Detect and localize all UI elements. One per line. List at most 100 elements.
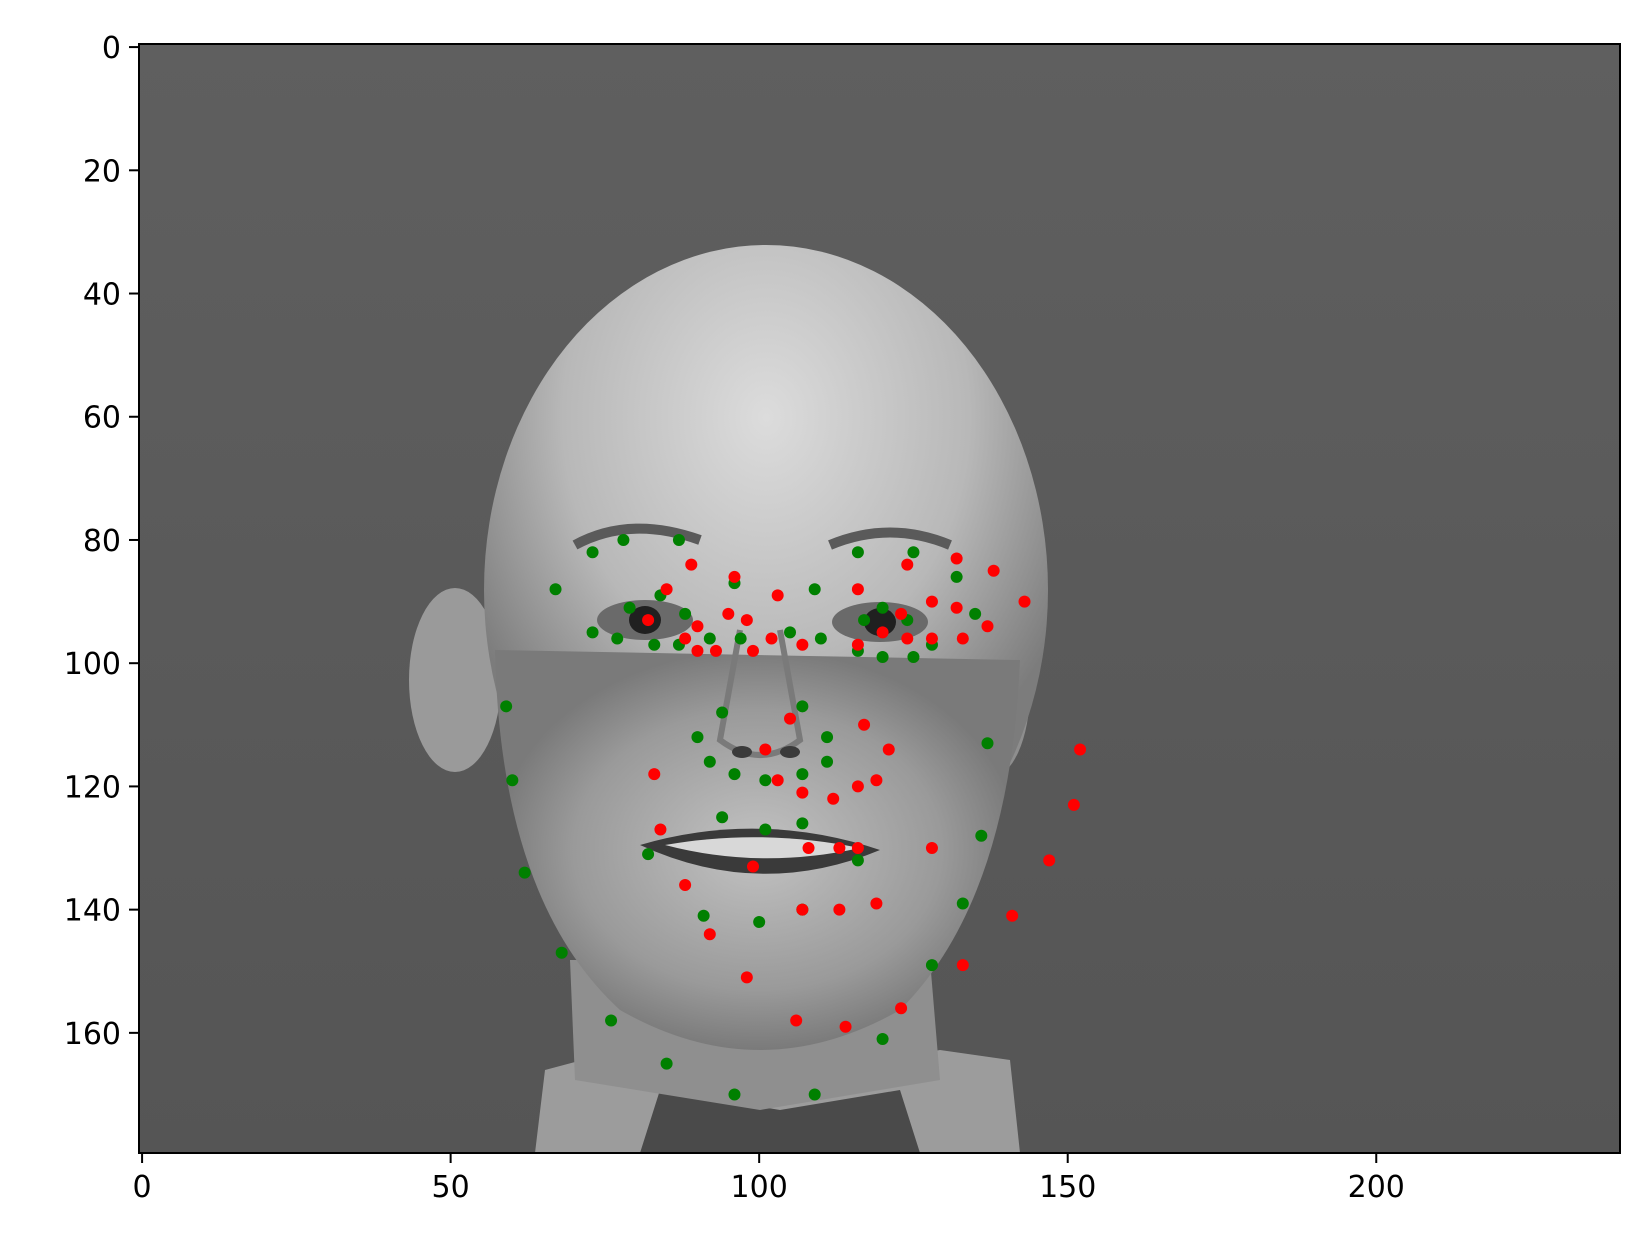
point-series1-15 bbox=[901, 558, 914, 571]
point-series0-6 bbox=[679, 607, 692, 620]
point-series1-54 bbox=[1043, 854, 1056, 867]
point-series0-39 bbox=[975, 829, 988, 842]
point-series1-42 bbox=[746, 860, 759, 873]
point-series0-44 bbox=[703, 755, 716, 768]
x-tick-label: 100 bbox=[731, 1170, 788, 1205]
point-series1-16 bbox=[950, 552, 963, 565]
point-series1-1 bbox=[685, 558, 698, 571]
point-series0-14 bbox=[784, 626, 797, 639]
point-series1-3 bbox=[642, 614, 655, 627]
point-series0-25 bbox=[876, 651, 889, 664]
point-series1-24 bbox=[925, 632, 938, 645]
point-series0-3 bbox=[549, 583, 562, 596]
point-series1-27 bbox=[851, 638, 864, 651]
point-series0-38 bbox=[956, 897, 969, 910]
point-series1-10 bbox=[746, 644, 759, 657]
x-tick-label: 200 bbox=[1348, 1170, 1405, 1205]
point-series1-22 bbox=[901, 632, 914, 645]
point-series0-8 bbox=[586, 626, 599, 639]
point-series0-15 bbox=[814, 632, 827, 645]
point-series0-31 bbox=[555, 946, 568, 959]
y-tick-label: 60 bbox=[83, 401, 121, 436]
point-series1-48 bbox=[870, 897, 883, 910]
x-axis: 0 50 100 150 200 bbox=[133, 1153, 1405, 1205]
point-series0-54 bbox=[642, 848, 655, 861]
point-series1-4 bbox=[679, 632, 692, 645]
point-series0-48 bbox=[821, 755, 834, 768]
point-series1-37 bbox=[648, 768, 661, 781]
point-series1-55 bbox=[1067, 798, 1080, 811]
point-series0-18 bbox=[907, 546, 920, 559]
point-series1-20 bbox=[925, 595, 938, 608]
photo-image bbox=[139, 44, 1620, 1153]
point-series0-5 bbox=[623, 601, 636, 614]
y-tick-label: 160 bbox=[64, 1017, 121, 1052]
x-tick-label: 150 bbox=[1039, 1170, 1096, 1205]
point-series0-47 bbox=[796, 768, 809, 781]
point-series1-52 bbox=[956, 959, 969, 972]
point-series1-25 bbox=[981, 620, 994, 633]
point-series0-33 bbox=[660, 1057, 673, 1070]
point-series0-28 bbox=[500, 700, 513, 713]
point-series1-44 bbox=[833, 842, 846, 855]
y-tick-label: 0 bbox=[102, 31, 121, 66]
point-series1-45 bbox=[851, 842, 864, 855]
point-series0-26 bbox=[907, 651, 920, 664]
point-series1-43 bbox=[802, 842, 815, 855]
point-series0-52 bbox=[796, 817, 809, 830]
point-series0-12 bbox=[703, 632, 716, 645]
point-series1-40 bbox=[703, 928, 716, 941]
scatter-points bbox=[500, 533, 1087, 1101]
point-series0-55 bbox=[697, 909, 710, 922]
point-series1-57 bbox=[925, 842, 938, 855]
point-series1-35 bbox=[882, 743, 895, 756]
point-series1-12 bbox=[765, 632, 778, 645]
y-tick-label: 120 bbox=[64, 770, 121, 805]
point-series0-17 bbox=[851, 546, 864, 559]
point-series0-1 bbox=[617, 533, 630, 546]
point-series1-32 bbox=[827, 792, 840, 805]
point-series0-43 bbox=[691, 731, 704, 744]
y-tick-label: 40 bbox=[83, 278, 121, 313]
y-axis: 0 20 40 60 80 100 120 140 160 bbox=[64, 31, 139, 1052]
point-series0-41 bbox=[796, 700, 809, 713]
y-tick-label: 20 bbox=[83, 154, 121, 189]
point-series0-22 bbox=[950, 570, 963, 583]
point-series1-18 bbox=[1018, 595, 1031, 608]
point-series0-0 bbox=[586, 546, 599, 559]
point-series1-23 bbox=[876, 626, 889, 639]
point-series1-51 bbox=[895, 1002, 908, 1015]
plot-frame bbox=[138, 43, 1621, 1154]
point-series1-6 bbox=[691, 644, 704, 657]
point-series0-46 bbox=[759, 774, 772, 787]
point-series0-56 bbox=[753, 915, 766, 928]
point-series0-34 bbox=[728, 1088, 741, 1101]
point-series1-39 bbox=[679, 878, 692, 891]
point-series1-13 bbox=[796, 638, 809, 651]
point-series0-19 bbox=[858, 614, 871, 627]
point-series1-28 bbox=[784, 712, 797, 725]
point-series0-51 bbox=[759, 823, 772, 836]
point-series1-33 bbox=[851, 780, 864, 793]
point-series1-31 bbox=[796, 786, 809, 799]
point-series1-34 bbox=[870, 774, 883, 787]
point-series1-30 bbox=[771, 774, 784, 787]
point-series0-9 bbox=[611, 632, 624, 645]
point-series1-5 bbox=[691, 620, 704, 633]
point-series1-8 bbox=[722, 607, 735, 620]
point-series1-2 bbox=[728, 570, 741, 583]
x-tick-label: 0 bbox=[133, 1170, 152, 1205]
point-series1-49 bbox=[790, 1014, 803, 1027]
point-series1-41 bbox=[740, 971, 753, 984]
point-series0-10 bbox=[648, 638, 661, 651]
point-series1-7 bbox=[709, 644, 722, 657]
point-series0-30 bbox=[518, 866, 531, 879]
point-series0-36 bbox=[876, 1033, 889, 1046]
point-series0-53 bbox=[851, 854, 864, 867]
point-series1-26 bbox=[956, 632, 969, 645]
point-series1-0 bbox=[660, 583, 673, 596]
point-series0-45 bbox=[728, 768, 741, 781]
y-tick-label: 100 bbox=[64, 647, 121, 682]
point-series0-16 bbox=[808, 583, 821, 596]
